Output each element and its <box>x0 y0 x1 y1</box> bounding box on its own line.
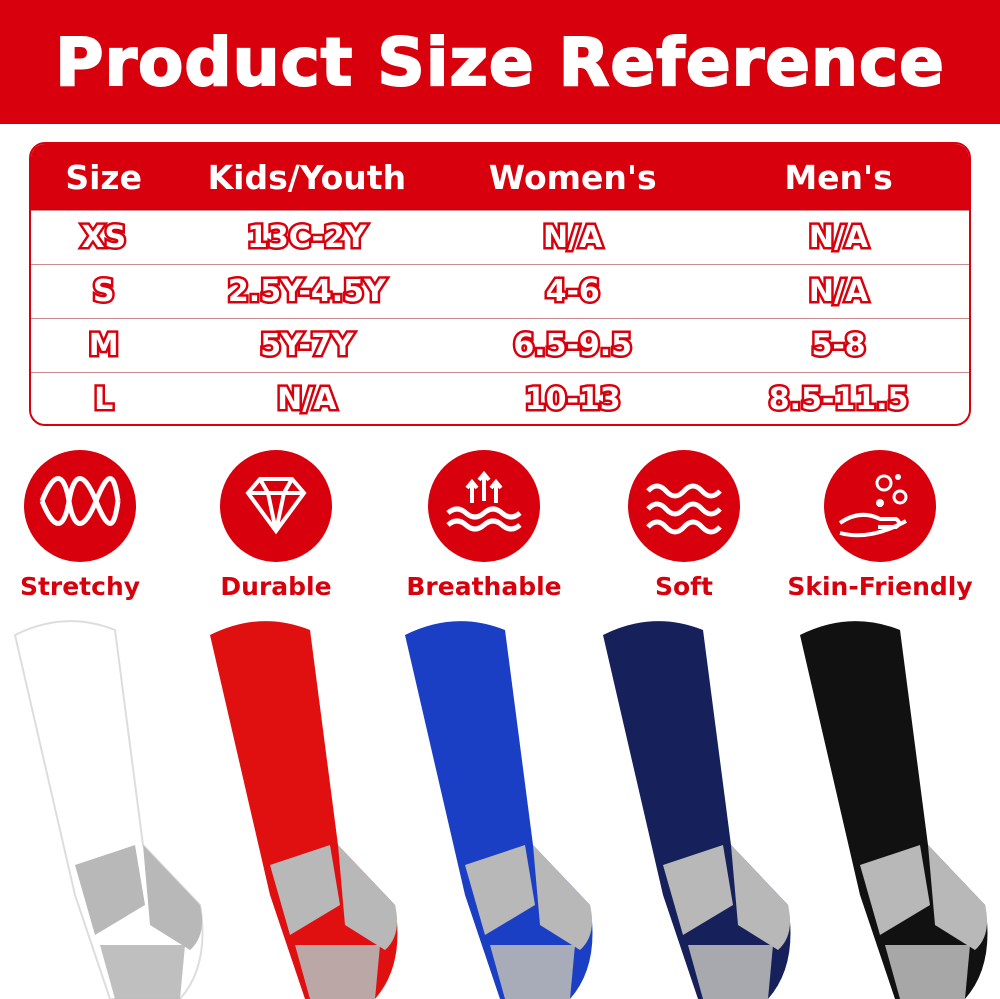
socks-illustration <box>13 620 988 999</box>
size-table: Size Kids/Youth Women's Men's XS 13C-2Y N/… <box>29 142 971 426</box>
hand-bubbles-icon <box>824 450 936 562</box>
table-cell: 10-13 <box>522 380 623 420</box>
air-arrows-icon <box>428 450 540 562</box>
table-cell: 5-8 <box>809 326 868 366</box>
feature-label: Durable <box>220 572 332 601</box>
sock-1 <box>210 621 398 999</box>
feature-label: Skin-Friendly <box>787 572 973 601</box>
table-row: S 2.5Y-4.5Y 4-6 N/A <box>31 264 969 318</box>
header-men: Men's <box>784 157 893 197</box>
feature-label: Breathable <box>406 572 562 601</box>
feature-label: Stretchy <box>19 572 141 601</box>
table-cell: N/A <box>806 272 870 312</box>
title-banner: Product Size Reference <box>0 0 1000 124</box>
sock-4 <box>800 621 988 999</box>
page-title: Product Size Reference <box>54 23 945 102</box>
table-cell: 8.5-11.5 <box>766 380 911 420</box>
wave-spring-icon <box>24 450 136 562</box>
table-cell: 6.5-9.5 <box>511 326 635 366</box>
table-cell: XS <box>79 218 129 258</box>
table-cell: L <box>92 380 116 420</box>
table-cell: 13C-2Y <box>245 218 370 258</box>
sock-3 <box>603 621 791 999</box>
table-cell: 4-6 <box>543 272 602 312</box>
table-cell: 5Y-7Y <box>258 326 356 366</box>
feature-breathable: Breathable <box>384 450 584 601</box>
table-row: L N/A 10-13 8.5-11.5 <box>31 372 969 424</box>
table-header: Size Kids/Youth Women's Men's <box>31 144 969 210</box>
header-kids: Kids/Youth <box>207 157 407 197</box>
table-row: XS 13C-2Y N/A N/A <box>31 210 969 264</box>
header-size: Size <box>65 157 143 197</box>
sock-2 <box>405 621 593 999</box>
table-cell: N/A <box>806 218 870 258</box>
table-cell: 2.5Y-4.5Y <box>225 272 388 312</box>
header-women: Women's <box>488 157 657 197</box>
table-cell: M <box>86 326 121 366</box>
table-cell: S <box>90 272 117 312</box>
diamond-icon <box>220 450 332 562</box>
table-cell: N/A <box>275 380 339 420</box>
soft-waves-icon <box>628 450 740 562</box>
table-row: M 5Y-7Y 6.5-9.5 5-8 <box>31 318 969 372</box>
feature-durable: Durable <box>176 450 376 601</box>
feature-skin-friendly: Skin-Friendly <box>780 450 980 601</box>
feature-stretchy: Stretchy <box>0 450 180 601</box>
feature-label: Soft <box>654 572 713 601</box>
table-cell: N/A <box>541 218 605 258</box>
sock-0 <box>13 620 204 999</box>
feature-soft: Soft <box>584 450 784 601</box>
